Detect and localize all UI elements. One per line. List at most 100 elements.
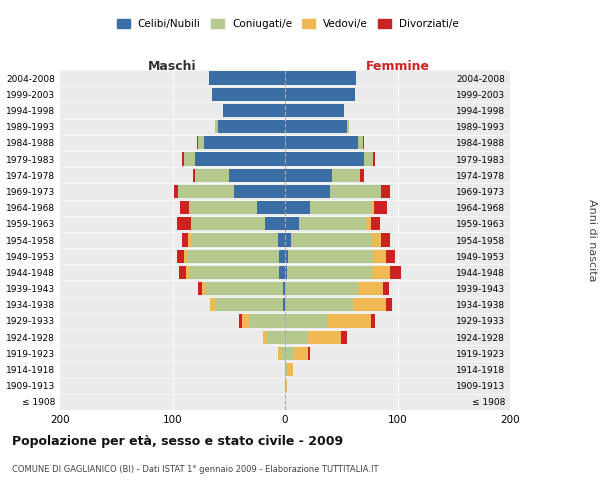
Bar	[285, 201, 310, 214]
Bar	[190, 266, 280, 279]
Bar	[358, 136, 362, 149]
Bar	[328, 314, 371, 328]
Bar	[341, 330, 347, 344]
Bar	[358, 282, 383, 295]
Bar	[265, 217, 285, 230]
Bar	[285, 314, 328, 328]
Bar	[287, 266, 371, 279]
Bar	[361, 168, 364, 182]
Bar	[212, 88, 285, 101]
Bar	[186, 266, 190, 279]
Text: COMUNE DI GAGLIANICO (BI) - Dati ISTAT 1° gennaio 2009 - Elaborazione TUTTITALIA: COMUNE DI GAGLIANICO (BI) - Dati ISTAT 1…	[12, 465, 379, 474]
Bar	[371, 314, 375, 328]
Bar	[178, 185, 235, 198]
Bar	[285, 185, 330, 198]
Bar	[278, 234, 285, 246]
Bar	[285, 250, 289, 263]
Bar	[182, 234, 188, 246]
Text: Maschi: Maschi	[148, 60, 197, 73]
Bar	[215, 298, 283, 312]
Bar	[290, 234, 371, 246]
Bar	[371, 266, 389, 279]
Bar	[332, 168, 361, 182]
Bar	[287, 363, 293, 376]
Bar	[281, 346, 285, 360]
Bar	[239, 314, 242, 328]
Bar	[199, 282, 202, 295]
Bar	[204, 136, 285, 149]
Bar	[383, 282, 389, 295]
Bar	[193, 168, 195, 182]
Bar	[182, 152, 184, 166]
Bar	[187, 250, 280, 263]
Bar	[362, 136, 364, 149]
Bar	[285, 217, 299, 230]
Bar	[206, 282, 283, 295]
Bar	[285, 298, 353, 312]
Bar	[215, 120, 218, 134]
Bar	[371, 234, 380, 246]
Bar	[310, 201, 371, 214]
Bar	[191, 217, 265, 230]
Bar	[380, 185, 389, 198]
Bar	[285, 72, 356, 85]
Bar	[285, 168, 332, 182]
Bar	[285, 104, 343, 117]
Bar	[308, 346, 310, 360]
Bar	[285, 120, 347, 134]
Bar	[299, 217, 366, 230]
Bar	[195, 152, 285, 166]
Bar	[257, 201, 285, 214]
Bar	[330, 185, 380, 198]
Bar	[280, 250, 285, 263]
Bar	[389, 266, 401, 279]
Bar	[263, 330, 267, 344]
Bar	[374, 201, 388, 214]
Bar	[184, 250, 187, 263]
Bar	[199, 136, 204, 149]
Bar	[353, 298, 386, 312]
Bar	[229, 168, 285, 182]
Bar	[283, 298, 285, 312]
Bar	[223, 104, 285, 117]
Bar	[285, 330, 308, 344]
Bar	[294, 346, 308, 360]
Bar	[209, 72, 285, 85]
Bar	[371, 217, 380, 230]
Bar	[364, 152, 373, 166]
Bar	[347, 120, 349, 134]
Bar	[285, 88, 355, 101]
Bar	[181, 201, 190, 214]
Bar	[285, 346, 294, 360]
Legend: Celibi/Nubili, Coniugati/e, Vedovi/e, Divorziati/e: Celibi/Nubili, Coniugati/e, Vedovi/e, Di…	[113, 15, 463, 34]
Bar	[386, 298, 392, 312]
Bar	[177, 217, 191, 230]
Bar	[249, 314, 285, 328]
Bar	[197, 136, 199, 149]
Bar	[202, 282, 206, 295]
Bar	[285, 152, 364, 166]
Bar	[242, 314, 249, 328]
Bar	[373, 152, 375, 166]
Bar	[177, 250, 184, 263]
Bar	[285, 136, 358, 149]
Bar	[285, 379, 287, 392]
Bar	[209, 298, 215, 312]
Bar	[283, 282, 285, 295]
Bar	[308, 330, 341, 344]
Bar	[366, 217, 371, 230]
Bar	[195, 168, 229, 182]
Bar	[235, 185, 285, 198]
Bar	[267, 330, 285, 344]
Bar	[285, 234, 290, 246]
Text: Anni di nascita: Anni di nascita	[587, 198, 597, 281]
Bar	[371, 201, 374, 214]
Bar	[278, 346, 281, 360]
Bar	[184, 152, 195, 166]
Bar	[179, 266, 186, 279]
Bar	[386, 250, 395, 263]
Text: Femmine: Femmine	[365, 60, 430, 73]
Bar	[173, 185, 178, 198]
Bar	[373, 250, 386, 263]
Bar	[285, 282, 358, 295]
